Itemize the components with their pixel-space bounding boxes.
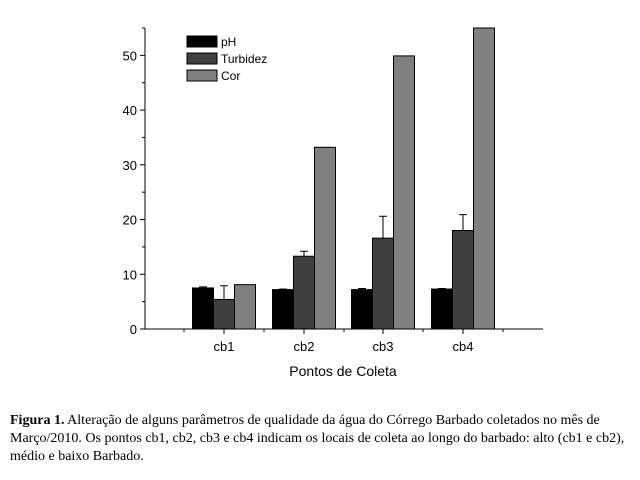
y-tick-label: 40 [123,103,137,118]
bar-chart: pH Turbidez Cor 0 10 20 30 40 50 cb1 cb2 cb3 cb4 P… [123,27,543,379]
y-tick-label: 30 [123,158,137,173]
x-axis-ticks: cb1 cb2 cb3 cb4 [183,329,504,354]
bar-turbidez-cb1 [213,298,235,330]
y-tick-label: 0 [130,322,137,337]
y-tick-label: 20 [123,213,137,228]
bar-cor-cb1 [234,284,256,330]
legend-label-ph: pH [221,35,236,49]
bar-ph-cb2 [272,289,294,330]
bar-cor-cb4 [473,27,495,330]
x-tick-label: cb1 [214,339,235,354]
figure-caption: Figura 1. Alteração de alguns parâmetros… [10,412,632,466]
x-tick-label: cb3 [373,339,394,354]
legend-swatch-ph [186,35,218,48]
bar-turbidez-cb2 [293,255,315,330]
bar-cor-cb3 [393,55,415,330]
bar-ph-cb1 [192,287,214,330]
x-tick-label: cb2 [294,339,315,354]
chart-legend: pH Turbidez Cor [186,35,267,83]
chart-error-bars [199,214,467,300]
y-axis-ticks: 0 10 20 30 40 50 [123,27,145,337]
y-tick-label: 50 [123,48,137,63]
caption-text: Alteração de alguns parâmetros de qualid… [10,413,625,464]
y-tick-label: 10 [123,267,137,282]
bar-ph-cb4 [431,288,453,330]
bar-ph-cb3 [351,289,373,330]
legend-swatch-cor [186,69,218,82]
x-axis-title: Pontos de Coleta [289,363,397,379]
legend-label-turbidez: Turbidez [221,52,267,66]
caption-label: Figura 1. [10,413,65,428]
chart-bars [192,27,495,330]
bar-turbidez-cb4 [452,229,474,330]
bar-cor-cb2 [314,146,336,330]
x-tick-label: cb4 [453,339,474,354]
legend-label-cor: Cor [221,69,240,83]
legend-swatch-turbidez [186,52,218,65]
bar-turbidez-cb3 [372,237,394,330]
